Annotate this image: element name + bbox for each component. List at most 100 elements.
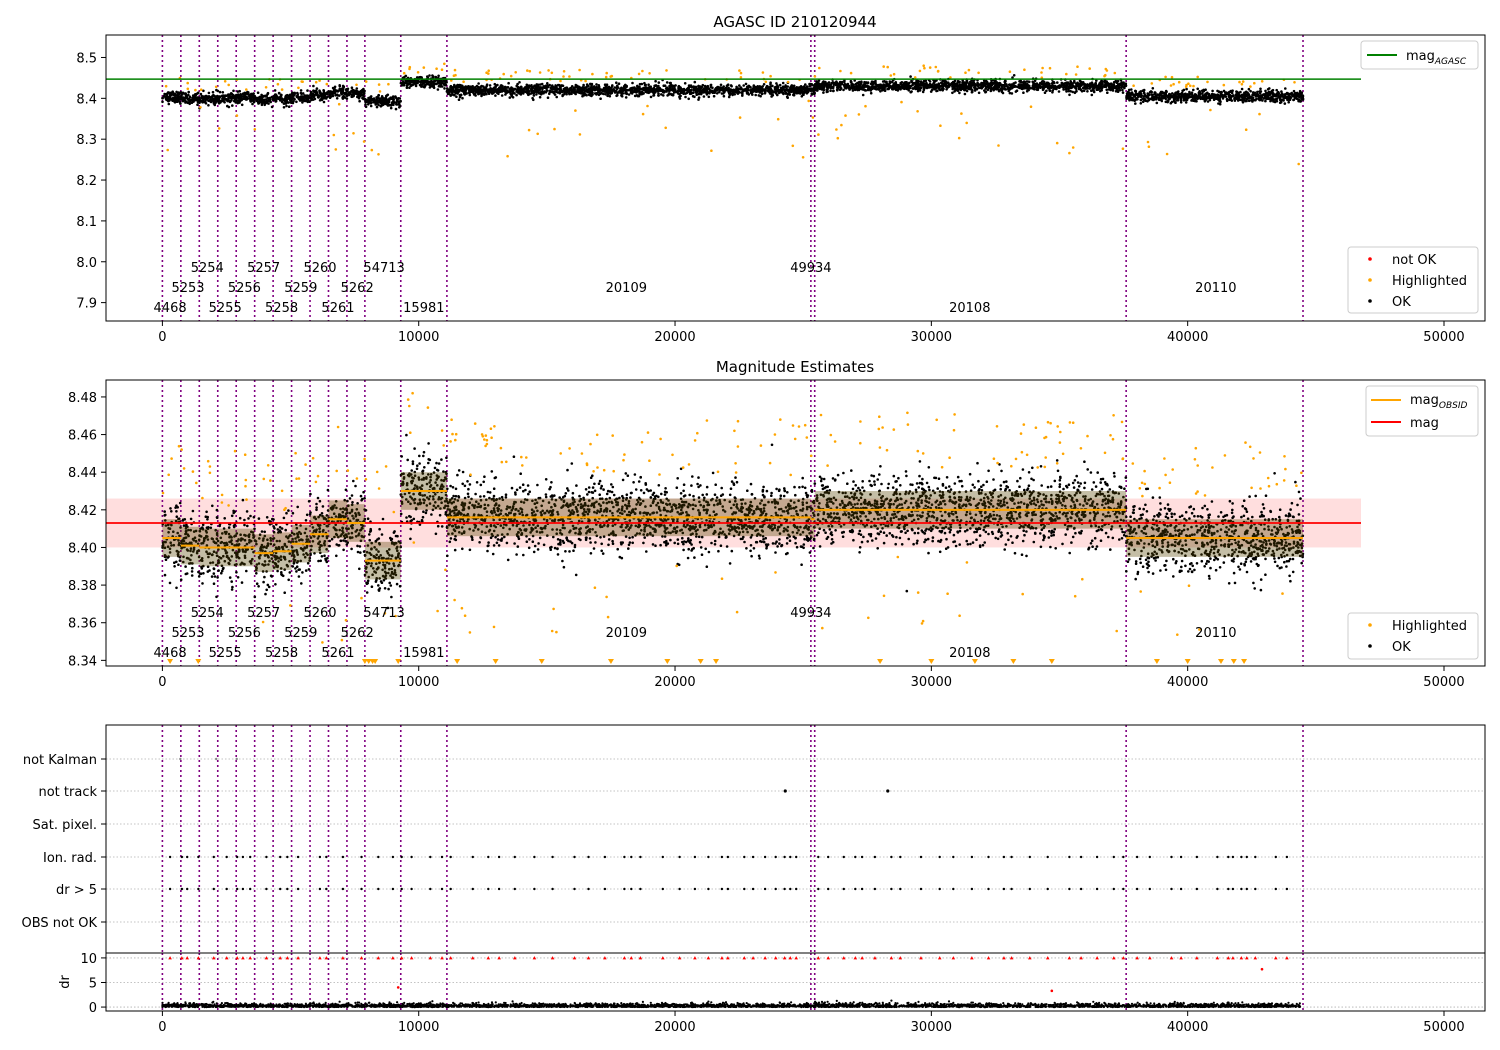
p1-point-246 bbox=[199, 88, 203, 91]
p1-point-4181 bbox=[1119, 82, 1123, 85]
p1-point-692 bbox=[313, 97, 317, 101]
p1-point-2847 bbox=[498, 87, 501, 90]
p1-point-1280 bbox=[422, 66, 426, 69]
p1-point-4271 bbox=[991, 82, 995, 85]
p1-point-3763 bbox=[1041, 80, 1045, 83]
p1-point-2790 bbox=[667, 92, 671, 95]
p1-point-522 bbox=[282, 106, 286, 109]
p1-point-4335 bbox=[934, 65, 938, 69]
p1-point-78 bbox=[171, 90, 174, 93]
p1-point-1020 bbox=[380, 99, 383, 102]
p1-point-4884 bbox=[1262, 97, 1266, 100]
p1-point-326 bbox=[233, 99, 236, 102]
p1-point-2782 bbox=[531, 96, 534, 100]
p1-point-4196 bbox=[944, 80, 948, 83]
p1-point-2510 bbox=[532, 91, 536, 94]
p1-point-2330 bbox=[467, 91, 471, 94]
p1-point-2566 bbox=[719, 87, 723, 91]
p1-point-4834 bbox=[1159, 90, 1163, 94]
p1-point-1267 bbox=[423, 84, 427, 88]
p1-point-4804 bbox=[1264, 99, 1267, 103]
p1-point-1467 bbox=[608, 94, 612, 98]
p1-point-1278 bbox=[440, 68, 444, 71]
p1-point-2290 bbox=[692, 85, 695, 88]
p1-point-4187 bbox=[1073, 91, 1077, 95]
p1-point-3937 bbox=[911, 87, 914, 90]
p1-point-4657 bbox=[1292, 89, 1296, 93]
p1-point-4905 bbox=[1225, 98, 1229, 102]
p1-point-622 bbox=[296, 92, 300, 96]
p1-point-77 bbox=[175, 97, 179, 101]
p1-point-4142 bbox=[955, 84, 958, 88]
p1-point-2723 bbox=[800, 86, 803, 89]
p1-point-2636 bbox=[501, 85, 504, 88]
p1-point-3395 bbox=[1068, 93, 1071, 97]
p1-point-247 bbox=[214, 85, 218, 89]
p1-point-4842 bbox=[1233, 96, 1237, 100]
p1-point-4190 bbox=[1116, 90, 1120, 93]
p1-point-139 bbox=[180, 94, 183, 98]
p1-point-3909 bbox=[860, 80, 863, 83]
p1-point-2160 bbox=[657, 94, 660, 97]
p1-point-2589 bbox=[540, 82, 544, 86]
p1-point-2138 bbox=[728, 93, 731, 97]
p1-point-552 bbox=[278, 92, 281, 95]
p1-point-316 bbox=[218, 95, 222, 99]
p1-point-4316 bbox=[1074, 73, 1078, 76]
p1-point-1936 bbox=[554, 84, 557, 87]
p1-point-892 bbox=[354, 90, 357, 93]
p1-point-420 bbox=[256, 91, 260, 94]
p1-point-2688 bbox=[625, 92, 629, 96]
p1-point-2906 bbox=[664, 126, 667, 130]
p1-point-2433 bbox=[521, 90, 524, 94]
p1-point-72 bbox=[179, 102, 182, 105]
p1-point-2816 bbox=[599, 89, 602, 92]
p1-point-983 bbox=[392, 103, 395, 107]
p1-point-2936 bbox=[810, 88, 813, 91]
p1-point-4272 bbox=[864, 81, 868, 85]
p1-point-3342 bbox=[869, 91, 873, 95]
p1-point-2414 bbox=[587, 88, 590, 92]
p1-point-4913 bbox=[1224, 92, 1227, 96]
p1-point-4346 bbox=[918, 69, 922, 73]
p1-point-2420 bbox=[652, 94, 655, 97]
p1-point-4549 bbox=[1240, 87, 1244, 91]
p1-point-1050 bbox=[389, 96, 393, 99]
p1-point-4267 bbox=[1068, 86, 1071, 90]
p1-point-4263 bbox=[963, 87, 966, 90]
p1-point-2828 bbox=[563, 89, 566, 93]
p1-point-4086 bbox=[1059, 85, 1063, 88]
p1-point-4323 bbox=[1055, 141, 1059, 145]
p1-point-2913 bbox=[739, 71, 743, 75]
p1-point-2529 bbox=[799, 92, 802, 95]
p1-point-2892 bbox=[641, 69, 644, 73]
p1-point-4216 bbox=[814, 85, 817, 89]
p1-point-2841 bbox=[716, 85, 719, 89]
p1-point-3968 bbox=[1000, 87, 1003, 91]
p1-point-1071 bbox=[387, 82, 390, 86]
p1-point-4343 bbox=[864, 104, 867, 108]
p1-point-4899 bbox=[1172, 100, 1176, 103]
p1-point-2916 bbox=[454, 73, 457, 77]
p1-point-1276 bbox=[402, 71, 406, 75]
p1-point-624 bbox=[299, 89, 303, 92]
p1-point-4946 bbox=[1143, 92, 1146, 95]
p1-point-2879 bbox=[578, 68, 581, 72]
p1-point-729 bbox=[320, 95, 323, 99]
p1-point-1034 bbox=[391, 97, 395, 101]
p1-point-2645 bbox=[769, 87, 772, 90]
p1-point-574 bbox=[285, 104, 288, 108]
p1-point-79 bbox=[174, 100, 178, 103]
p1-point-159 bbox=[180, 97, 183, 101]
p1-point-865 bbox=[355, 87, 359, 90]
p1-point-1043 bbox=[364, 105, 368, 109]
p1-point-2757 bbox=[615, 86, 619, 90]
p1-point-238 bbox=[205, 94, 208, 98]
p1-point-2098 bbox=[654, 79, 657, 83]
p1-point-1231 bbox=[436, 88, 440, 91]
p1-point-2316 bbox=[606, 94, 609, 98]
p1-point-2370 bbox=[470, 85, 474, 89]
p1-point-2776 bbox=[470, 87, 474, 91]
p1-point-4327 bbox=[900, 100, 903, 104]
p1-point-2393 bbox=[505, 86, 509, 89]
